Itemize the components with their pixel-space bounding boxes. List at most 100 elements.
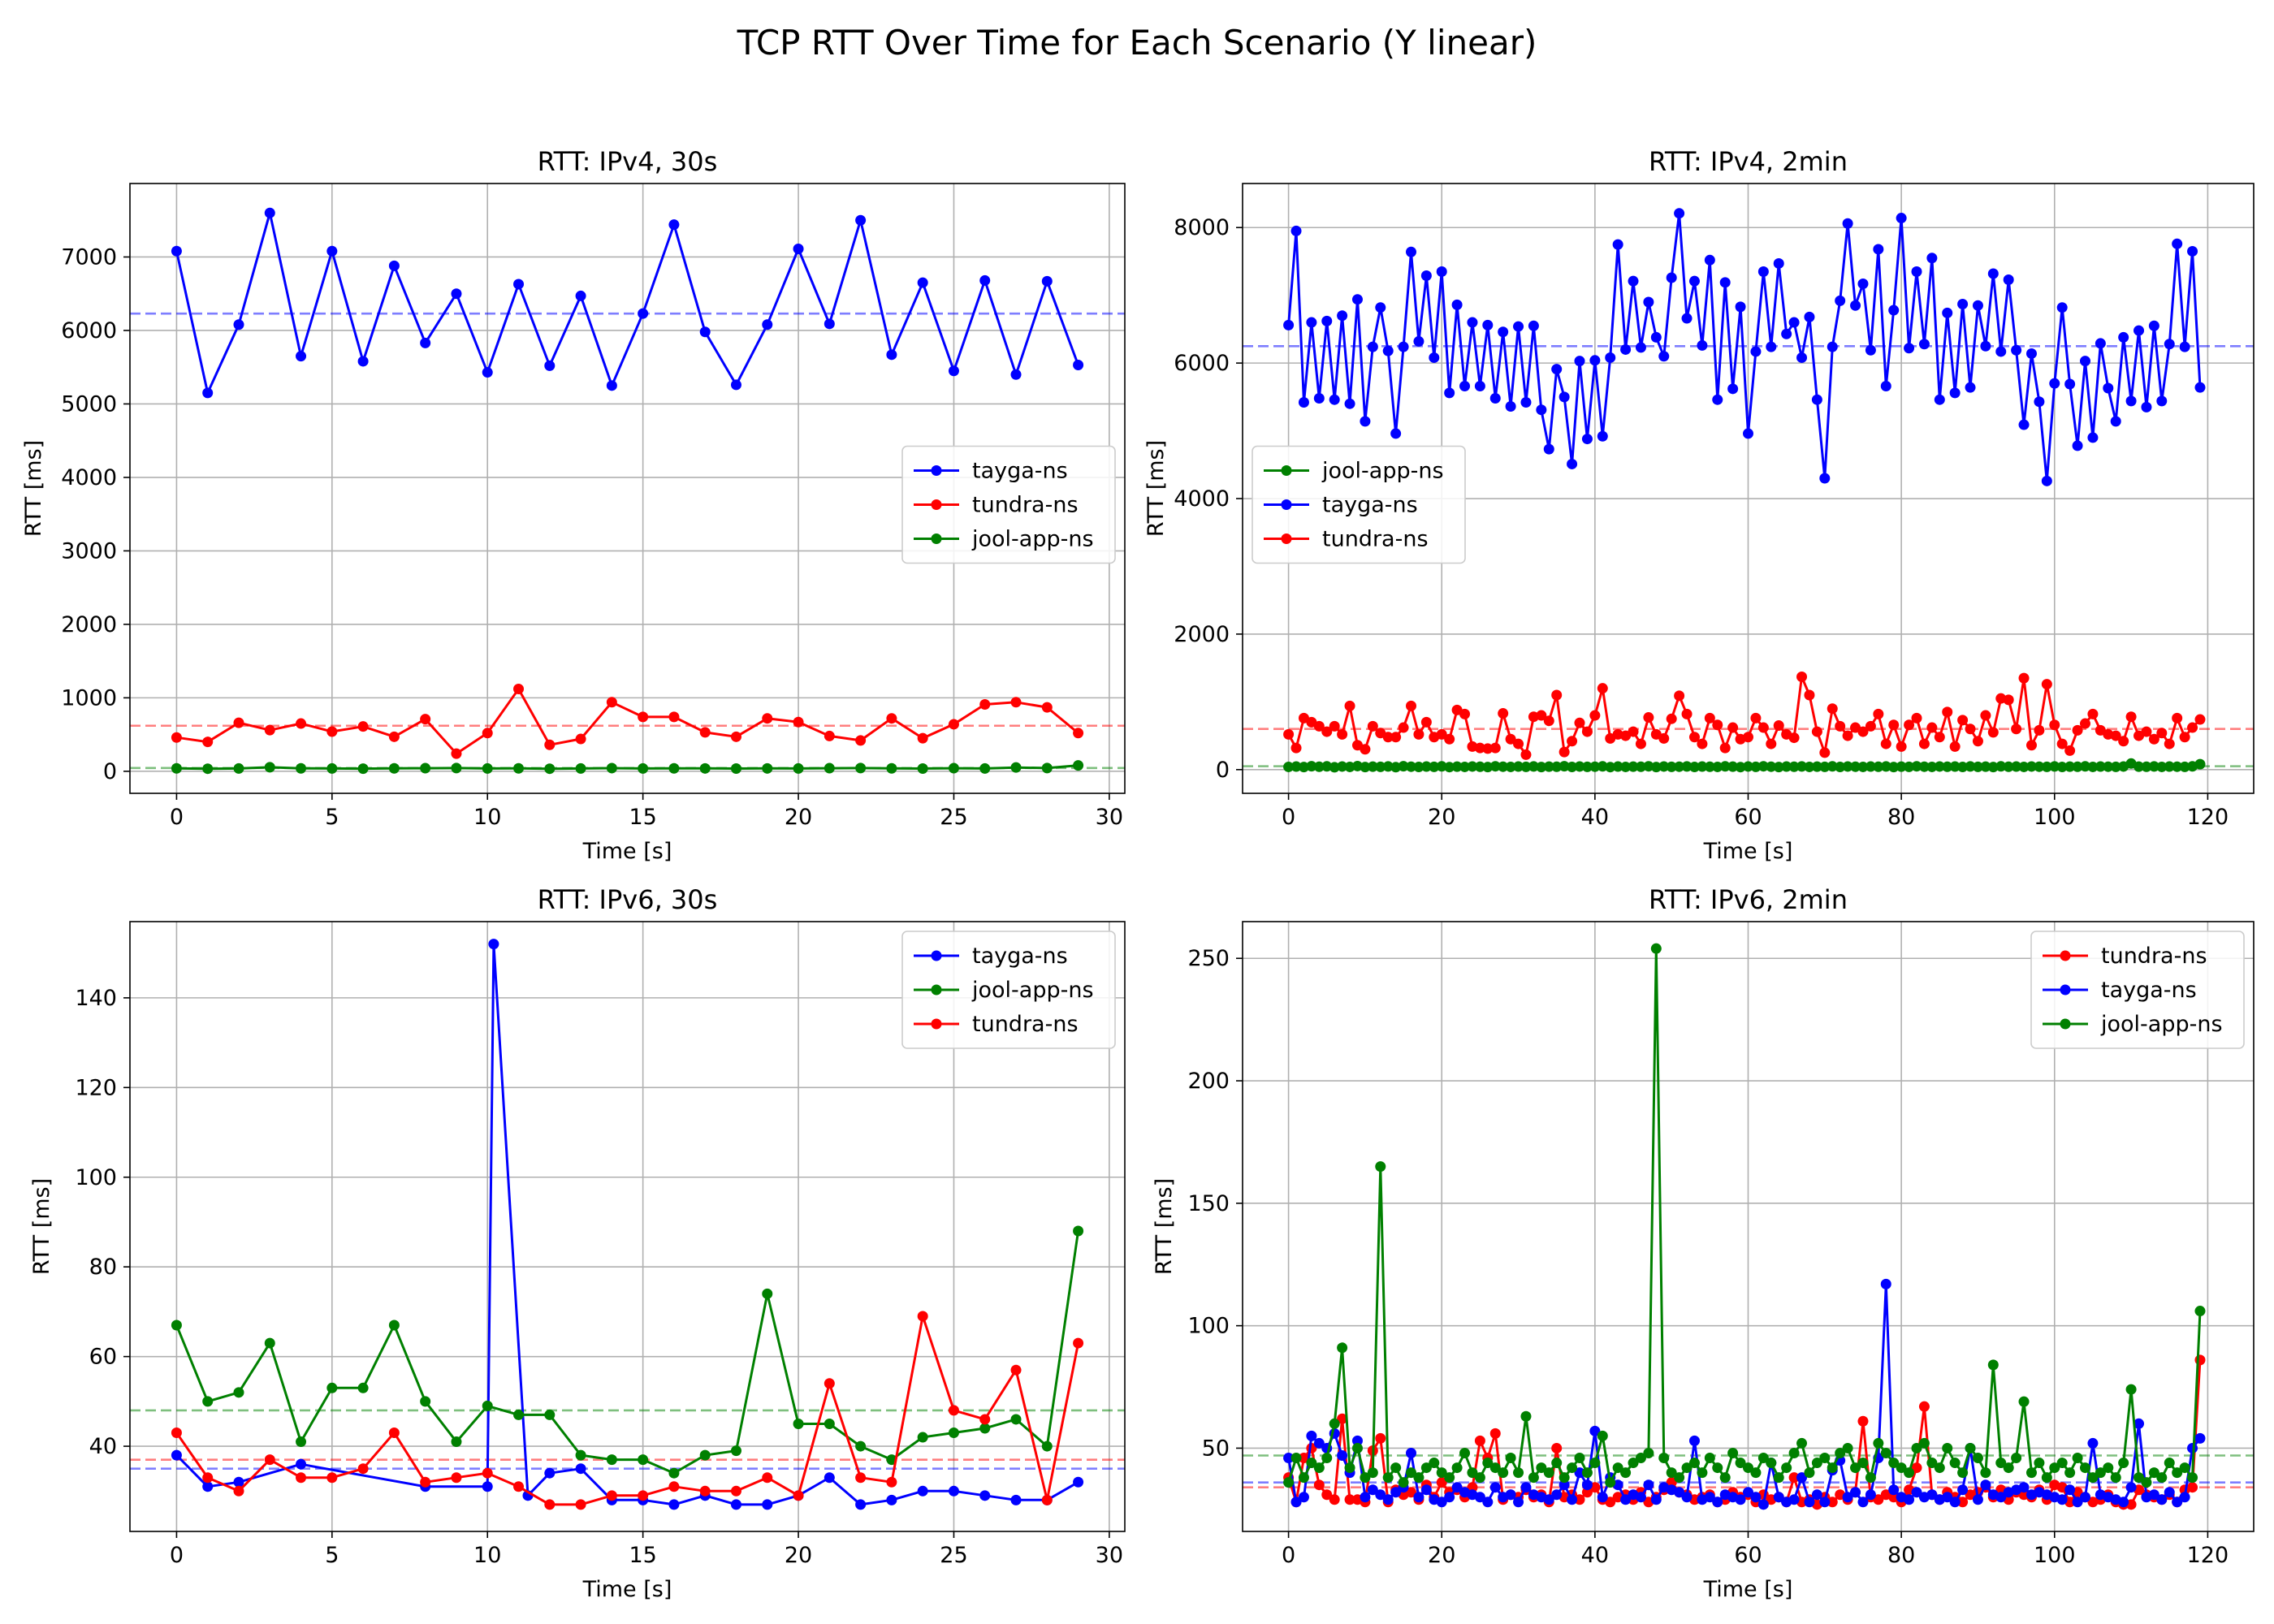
- data-point-jool-app-ns: [420, 762, 431, 774]
- data-point-tayga-ns: [1567, 458, 1578, 469]
- data-point-tundra-ns: [2187, 1482, 2198, 1493]
- data-point-jool-app-ns: [1865, 1472, 1876, 1484]
- data-point-jool-app-ns: [2110, 1472, 2121, 1484]
- data-point-jool-app-ns: [2034, 761, 2045, 772]
- data-point-tayga-ns: [1904, 343, 1915, 354]
- data-point-jool-app-ns: [1620, 761, 1632, 772]
- data-point-tayga-ns: [2056, 302, 2068, 313]
- x-tick-label: 100: [2034, 1543, 2076, 1568]
- data-point-jool-app-ns: [1957, 762, 1969, 773]
- y-tick-label: 50: [1202, 1436, 1230, 1461]
- legend-box: [2030, 931, 2245, 1049]
- data-point-tundra-ns: [1643, 712, 1654, 723]
- data-point-tayga-ns: [1842, 1492, 1853, 1503]
- data-point-tundra-ns: [1010, 697, 1022, 708]
- data-point-tayga-ns: [2156, 1494, 2168, 1505]
- x-tick-label: 40: [1581, 805, 1609, 830]
- data-point-jool-app-ns: [1857, 1458, 1869, 1469]
- data-point-tundra-ns: [1719, 742, 1731, 754]
- data-point-tundra-ns: [1489, 1427, 1501, 1439]
- data-point-jool-app-ns: [1520, 761, 1532, 772]
- data-point-tayga-ns: [1360, 1492, 1371, 1503]
- legend-marker-tundra-ns: [931, 1018, 942, 1030]
- data-point-tundra-ns: [1911, 1462, 1922, 1474]
- data-point-jool-app-ns: [1873, 761, 1884, 772]
- data-point-jool-app-ns: [1612, 1462, 1623, 1474]
- data-point-tundra-ns: [1283, 728, 1295, 740]
- data-point-tayga-ns: [979, 274, 991, 286]
- data-point-tundra-ns: [1390, 732, 1402, 743]
- data-point-jool-app-ns: [855, 762, 867, 774]
- data-point-tayga-ns: [1474, 380, 1485, 391]
- x-tick-label: 20: [785, 805, 812, 830]
- data-point-tundra-ns: [2072, 724, 2083, 736]
- data-point-tundra-ns: [886, 1476, 897, 1488]
- data-point-tundra-ns: [357, 1463, 369, 1475]
- data-point-jool-app-ns: [1995, 1458, 2007, 1469]
- data-point-jool-app-ns: [1459, 1447, 1471, 1458]
- data-point-tayga-ns: [1597, 1492, 1608, 1503]
- data-point-jool-app-ns: [1581, 761, 1593, 772]
- data-point-jool-app-ns: [1290, 761, 1302, 772]
- data-point-tayga-ns: [668, 219, 680, 231]
- data-point-tayga-ns: [1382, 345, 1394, 356]
- data-point-tayga-ns: [1743, 1487, 1753, 1498]
- data-point-jool-app-ns: [2125, 1384, 2137, 1395]
- data-point-tayga-ns: [1482, 1497, 1494, 1508]
- data-point-jool-app-ns: [1712, 761, 1723, 772]
- data-point-jool-app-ns: [451, 1436, 462, 1448]
- legend-label-jool-app-ns: jool-app-ns: [1321, 459, 1444, 484]
- data-point-jool-app-ns: [1398, 761, 1409, 772]
- data-point-tayga-ns: [1589, 355, 1601, 366]
- data-point-tayga-ns: [1444, 1492, 1455, 1503]
- data-point-tundra-ns: [1972, 736, 1983, 747]
- data-point-tayga-ns: [886, 1494, 897, 1505]
- data-point-jool-app-ns: [1513, 761, 1524, 772]
- legend-label-tundra-ns: tundra-ns: [2101, 944, 2207, 969]
- data-point-tayga-ns: [1995, 1492, 2007, 1503]
- data-point-tundra-ns: [1674, 690, 1685, 702]
- data-point-tundra-ns: [1073, 728, 1084, 739]
- data-point-jool-app-ns: [1972, 761, 1983, 772]
- data-point-tundra-ns: [2172, 712, 2183, 723]
- x-tick-label: 0: [1282, 805, 1295, 830]
- data-point-jool-app-ns: [1666, 1467, 1677, 1479]
- data-point-jool-app-ns: [730, 763, 741, 775]
- data-point-tayga-ns: [451, 288, 462, 300]
- data-point-jool-app-ns: [1643, 761, 1654, 772]
- data-point-tundra-ns: [1344, 700, 1355, 711]
- data-point-tayga-ns: [1827, 341, 1838, 352]
- data-point-tayga-ns: [1351, 294, 1363, 305]
- data-point-jool-app-ns: [1041, 762, 1053, 774]
- data-point-jool-app-ns: [1567, 762, 1578, 773]
- data-point-tundra-ns: [1911, 712, 1922, 723]
- data-point-jool-app-ns: [1321, 1453, 1333, 1464]
- data-point-jool-app-ns: [1873, 1437, 1884, 1449]
- data-point-tundra-ns: [1865, 720, 1876, 732]
- data-point-tundra-ns: [1980, 710, 1991, 721]
- data-point-jool-app-ns: [1375, 761, 1386, 772]
- data-point-jool-app-ns: [730, 1445, 741, 1457]
- data-point-tayga-ns: [233, 1476, 244, 1488]
- data-point-tayga-ns: [1375, 302, 1386, 313]
- x-tick-label: 20: [1428, 1543, 1455, 1568]
- data-point-tundra-ns: [1344, 1494, 1355, 1505]
- x-axis-label: Time [s]: [582, 839, 672, 864]
- data-point-jool-app-ns: [1329, 762, 1340, 773]
- data-point-tayga-ns: [1367, 341, 1378, 352]
- data-point-tundra-ns: [1766, 738, 1777, 749]
- data-point-jool-app-ns: [1942, 761, 1953, 772]
- data-point-jool-app-ns: [1451, 1462, 1463, 1474]
- data-point-tayga-ns: [2056, 1494, 2068, 1505]
- data-point-tundra-ns: [1904, 719, 1915, 731]
- data-point-jool-app-ns: [482, 1400, 493, 1411]
- data-point-tundra-ns: [1918, 738, 1930, 749]
- x-tick-label: 80: [1887, 1543, 1915, 1568]
- data-point-jool-app-ns: [1451, 761, 1463, 772]
- subplot-title: RTT: IPv4, 30s: [538, 146, 718, 177]
- data-point-tayga-ns: [1666, 272, 1677, 283]
- legend-marker-jool-app-ns: [1281, 465, 1292, 476]
- data-point-tundra-ns: [2164, 738, 2175, 749]
- data-point-tayga-ns: [1605, 352, 1616, 363]
- data-point-tundra-ns: [1635, 738, 1646, 749]
